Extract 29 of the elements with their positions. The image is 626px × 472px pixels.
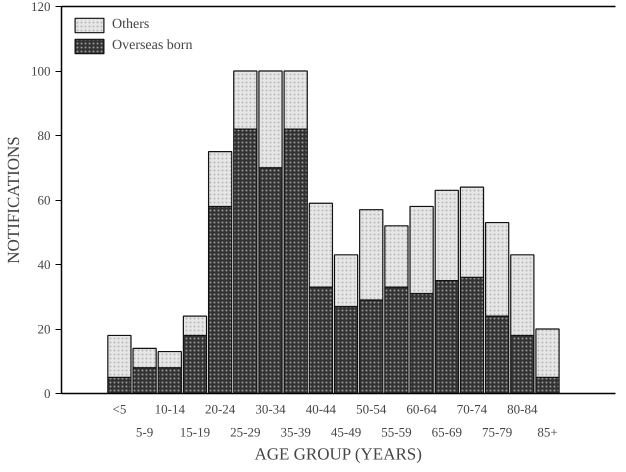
x-tick-label: 20-24 xyxy=(204,402,236,416)
y-axis-title: NOTIFICATIONS xyxy=(4,136,23,264)
x-tick-label: 35-39 xyxy=(280,424,311,440)
y-tick-label: 20 xyxy=(38,322,50,336)
x-tick-label: 75-79 xyxy=(482,424,512,440)
y-tick-label: 40 xyxy=(38,257,50,272)
y-tick-label: 0 xyxy=(44,386,50,401)
legend-label: Overseas born xyxy=(112,38,192,54)
x-tick-label: 5-9 xyxy=(136,424,154,440)
x-tick-label: 80-84 xyxy=(507,402,538,416)
y-tick-label: 80 xyxy=(38,128,50,143)
x-tick-label: 40-44 xyxy=(306,402,337,416)
x-tick-label: 85+ xyxy=(537,424,558,440)
x-axis-title: AGE GROUP (YEARS) xyxy=(254,444,422,464)
x-tick-label: 25-29 xyxy=(230,424,261,440)
x-tick-label: 10-14 xyxy=(154,402,186,416)
x-tick-label: 70-74 xyxy=(456,402,488,416)
y-tick-label: 60 xyxy=(38,192,50,208)
x-tick-label: 30-34 xyxy=(255,402,286,416)
x-tick-label: 45-49 xyxy=(330,424,362,440)
x-tick-label: 55-59 xyxy=(381,424,412,440)
y-tick-label: 100 xyxy=(31,64,50,78)
x-tick-label: 15-19 xyxy=(180,424,210,440)
x-tick-label: <5 xyxy=(112,402,126,416)
y-tick-label: 120 xyxy=(31,0,50,14)
x-tick-label: 60-64 xyxy=(406,402,438,416)
x-tick-label: 50-54 xyxy=(356,402,387,416)
legend-label: Others xyxy=(112,17,150,33)
x-tick-label: 65-69 xyxy=(432,424,462,440)
